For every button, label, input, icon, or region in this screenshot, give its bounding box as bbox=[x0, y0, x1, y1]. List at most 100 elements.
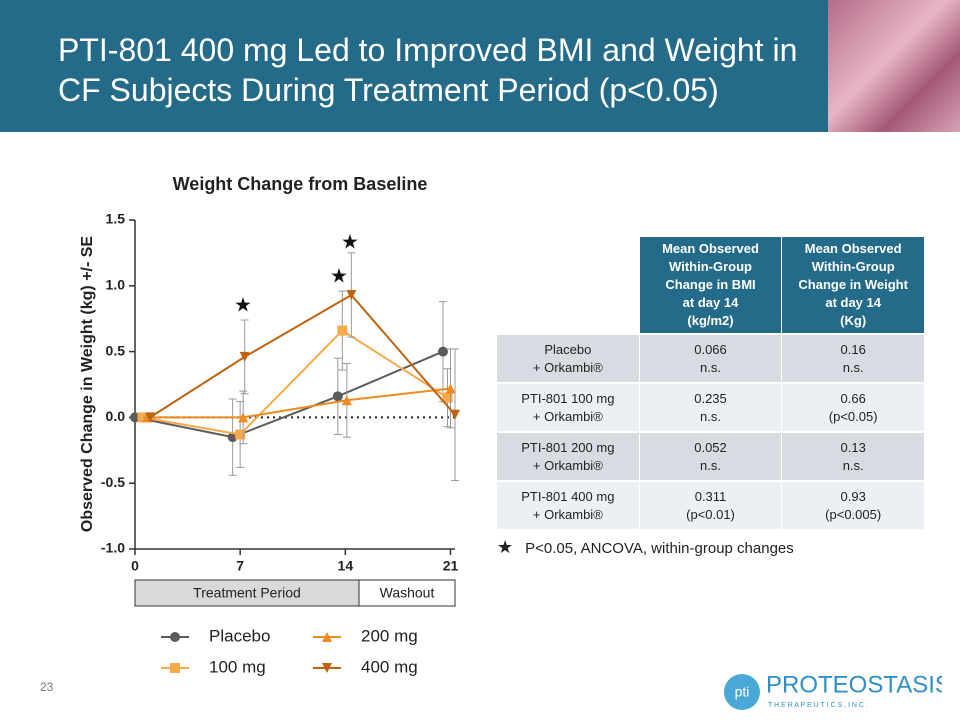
x-tick-label: 14 bbox=[338, 558, 354, 574]
x-tick-label: 21 bbox=[443, 558, 459, 574]
slide-title: PTI-801 400 mg Led to Improved BMI and W… bbox=[58, 30, 797, 110]
y-axis-label: Observed Change in Weight (kg) +/- SE bbox=[79, 236, 96, 533]
cell-line: n.s. bbox=[700, 457, 721, 473]
y-tick-label: -0.5 bbox=[101, 474, 125, 490]
table-cell: 0.93 (p<0.005) bbox=[782, 482, 925, 529]
cell-line: n.s. bbox=[842, 457, 864, 473]
cell-line: at day 14 bbox=[825, 295, 881, 310]
cell-line: + Orkambi® bbox=[532, 506, 603, 522]
table-row: PTI-801 200 mg + Orkambi® 0.052 n.s. 0.13 n.s… bbox=[497, 433, 925, 480]
cell-line: 0.66 bbox=[840, 390, 866, 406]
table-row: PTI-801 100 mg + Orkambi® 0.235 n.s. 0.66 (p<… bbox=[497, 384, 925, 431]
marker bbox=[130, 412, 140, 423]
cell-line: n.s. bbox=[842, 359, 864, 375]
banner-image bbox=[828, 0, 960, 132]
y-tick-label: 0.0 bbox=[106, 408, 126, 424]
cell-line: 0.311 bbox=[694, 488, 727, 504]
footnote: ★ P<0.05, ANCOVA, within-group changes bbox=[497, 537, 794, 558]
cell-line: (kg/m2) bbox=[687, 313, 734, 328]
table-cell: 0.16 n.s. bbox=[782, 335, 925, 382]
logo: pti PROTEOSTASIS T H E R A P E U T I C S… bbox=[724, 672, 942, 710]
marker bbox=[145, 412, 156, 423]
legend-label: 400 mg bbox=[361, 657, 418, 676]
legend-marker bbox=[170, 632, 180, 642]
header-cell bbox=[497, 237, 639, 333]
legend-label: 200 mg bbox=[361, 626, 418, 645]
header-cell: Mean Observed Within-Group Change in Weigh… bbox=[782, 237, 925, 333]
cell-line: at day 14 bbox=[682, 295, 739, 310]
series-line bbox=[149, 293, 456, 419]
table-cell: 0.052 n.s. bbox=[639, 433, 782, 480]
table-row: Placebo + Orkambi® 0.066 n.s. 0.16 n.s. bbox=[497, 335, 925, 382]
cell-line: n.s. bbox=[700, 408, 721, 424]
table-row: PTI-801 400 mg + Orkambi® 0.311 (p<0.01) 0.9… bbox=[497, 482, 925, 529]
cell-line: Change in Weight bbox=[798, 277, 908, 292]
table-cell: 0.311 (p<0.01) bbox=[639, 482, 782, 529]
marker bbox=[437, 346, 448, 357]
cell-line: + Orkambi® bbox=[532, 408, 603, 424]
cell-line: 0.93 bbox=[840, 488, 866, 504]
header-cell: Mean Observed Within-Group Change in BMI at… bbox=[639, 237, 782, 333]
marker bbox=[332, 391, 343, 402]
table-cell: PTI-801 200 mg + Orkambi® bbox=[497, 433, 639, 480]
marker bbox=[238, 412, 249, 423]
logo-mark: pti bbox=[735, 684, 750, 700]
marker bbox=[341, 395, 352, 406]
page-number: 23 bbox=[40, 680, 54, 694]
table-cell: 0.235 n.s. bbox=[639, 384, 782, 431]
y-tick-label: 0.5 bbox=[106, 342, 126, 358]
significance-star: ★ bbox=[234, 294, 252, 316]
cell-line: 0.052 bbox=[694, 439, 727, 455]
chart: Weight Change from Baseline Observed Cha… bbox=[79, 174, 460, 676]
table-cell: Placebo + Orkambi® bbox=[497, 335, 639, 382]
title-line: CF Subjects During Treatment Period (p<0… bbox=[58, 72, 719, 108]
cell-line: 0.16 bbox=[840, 341, 866, 357]
legend-label: Placebo bbox=[209, 626, 270, 645]
cell-line: (p<0.005) bbox=[825, 506, 882, 522]
cell-line: + Orkambi® bbox=[532, 359, 603, 375]
x-tick-label: 7 bbox=[236, 558, 244, 574]
cell-line: Mean Observed bbox=[804, 241, 902, 256]
logo-circle bbox=[724, 674, 760, 710]
logo-tagline: T H E R A P E U T I C S , I N C . bbox=[768, 702, 868, 709]
marker bbox=[442, 392, 453, 403]
period-label: Washout bbox=[380, 585, 435, 601]
cell-line: PTI-801 400 mg bbox=[521, 488, 615, 504]
cell-line: PTI-801 100 mg bbox=[521, 390, 615, 406]
table-cell: 0.13 n.s. bbox=[782, 433, 925, 480]
y-tick-label: 1.5 bbox=[106, 211, 126, 227]
results-table: Mean Observed Within-Group Change in BMI at… bbox=[497, 237, 925, 531]
legend-marker bbox=[322, 663, 332, 673]
footnote-text: P<0.05, ANCOVA, within-group changes bbox=[525, 540, 794, 557]
table-cell: 0.066 n.s. bbox=[639, 335, 782, 382]
marker bbox=[337, 325, 348, 336]
table-header: Mean Observed Within-Group Change in BMI at… bbox=[497, 237, 925, 333]
marker bbox=[450, 409, 460, 420]
chart-title: Weight Change from Baseline bbox=[173, 174, 428, 194]
y-tick-label: -1.0 bbox=[101, 540, 125, 556]
table-cell: PTI-801 100 mg + Orkambi® bbox=[497, 384, 639, 431]
cell-line: n.s. bbox=[700, 359, 721, 375]
period-label: Treatment Period bbox=[193, 585, 301, 601]
banner: PTI-801 400 mg Led to Improved BMI and W… bbox=[0, 0, 960, 132]
cell-line: 0.235 bbox=[694, 390, 727, 406]
x-tick-label: 0 bbox=[131, 558, 139, 574]
cell-line: (Kg) bbox=[840, 313, 867, 328]
marker bbox=[137, 412, 148, 423]
series-line bbox=[142, 329, 449, 436]
marker bbox=[239, 351, 250, 362]
cell-line: (p<0.05) bbox=[828, 408, 878, 424]
period-box bbox=[134, 579, 360, 607]
series-line bbox=[147, 387, 451, 419]
significance-star: ★ bbox=[341, 231, 359, 253]
cell-line: Placebo bbox=[544, 341, 592, 357]
period-box bbox=[358, 579, 456, 607]
legend-marker bbox=[322, 632, 332, 642]
cell-line: Within-Group bbox=[811, 259, 895, 274]
cell-line: PTI-801 200 mg bbox=[521, 439, 615, 455]
cell-line: Mean Observed bbox=[662, 241, 759, 256]
cell-line: 0.13 bbox=[840, 439, 866, 455]
table-cell: 0.66 (p<0.05) bbox=[782, 384, 925, 431]
marker bbox=[346, 290, 357, 301]
